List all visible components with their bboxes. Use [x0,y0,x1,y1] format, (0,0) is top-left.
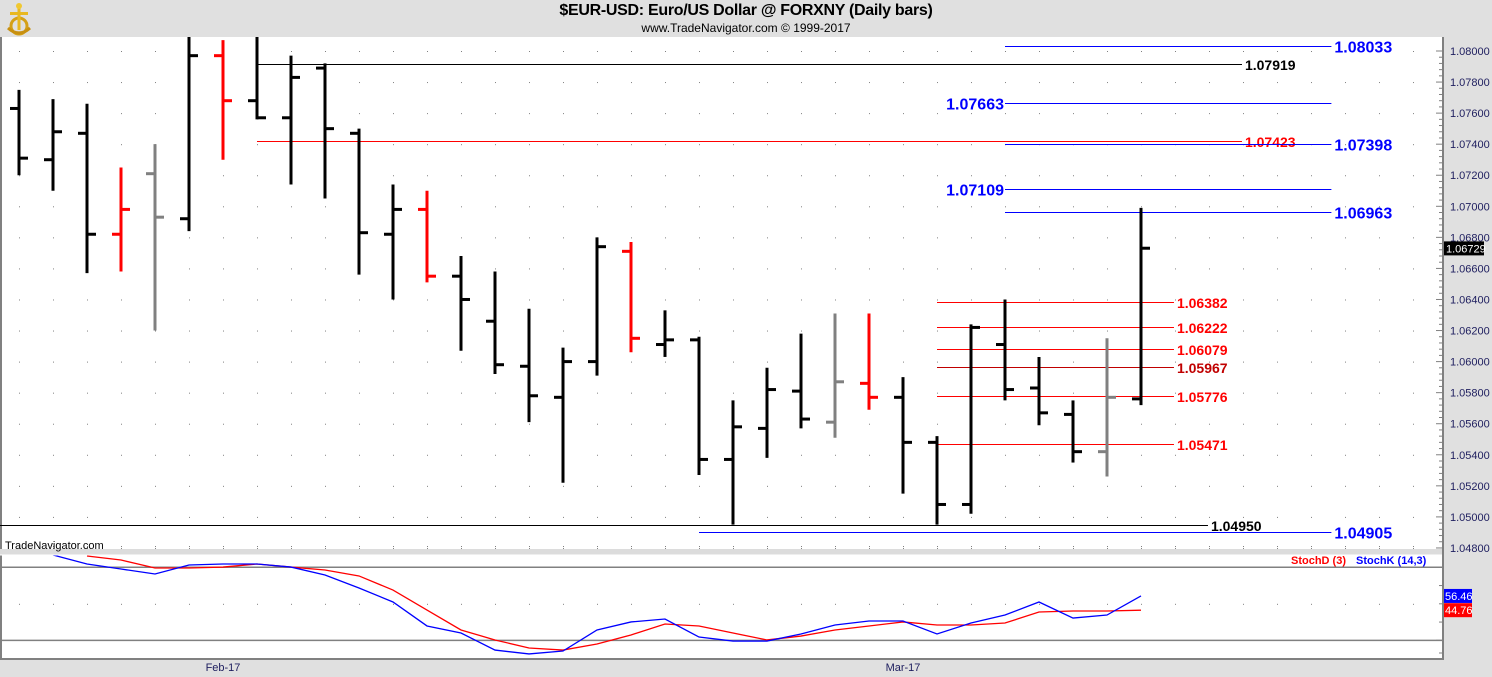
ohlc-bar[interactable] [1098,338,1116,477]
y-tick-label: 1.06400 [1450,294,1490,306]
last-price-marker [1444,241,1484,256]
chart-title: $EUR-USD: Euro/US Dollar @ FORXNY (Daily… [559,2,933,19]
ohlc-bar[interactable] [690,336,708,475]
y-tick-label: 1.07000 [1450,201,1490,213]
level-label: 1.07109 [946,183,1004,200]
last-price-label: 1.06729 [1446,243,1486,255]
chart-subtitle: www.TradeNavigator.com © 1999-2017 [641,21,851,35]
level-label: 1.07919 [1245,57,1296,73]
stoch-line-k[interactable] [52,555,1142,655]
ohlc-bar[interactable] [146,144,164,331]
level-label: 1.06382 [1177,295,1228,311]
y-tick-label: 1.06600 [1450,263,1490,275]
stochastic-plot [52,555,1142,655]
x-date-label: Mar-17 [886,662,921,674]
ohlc-bar[interactable] [554,347,572,483]
ohlc-bar[interactable] [894,377,912,494]
level-label: 1.04905 [1334,526,1392,543]
y-tick-label: 1.06000 [1450,357,1490,369]
legend-stochk: StochK (14,3) [1356,555,1427,567]
ohlc-bar[interactable] [962,324,980,514]
panel-separator[interactable] [0,549,1442,555]
ohlc-bar[interactable] [78,103,96,274]
ohlc-bar[interactable] [622,242,640,353]
stoch-value-marker [1444,588,1472,603]
ohlc-bar[interactable] [452,255,470,351]
x-date-label: Feb-17 [206,662,241,674]
ohlc-bar[interactable] [112,167,130,272]
price-plot: 1.08033 1.07919 1.07663 1.07423 1.07398 1.071… [0,35,1392,543]
ohlc-bar[interactable] [316,63,334,199]
stoch-value-label: 56.46 [1445,591,1473,603]
y-tick-label: 1.07200 [1450,170,1490,182]
y-tick-label: 1.05200 [1450,481,1490,493]
level-label: 1.06963 [1334,206,1392,223]
y-tick-label: 1.07600 [1450,108,1490,120]
ohlc-bar[interactable] [1064,400,1082,463]
stoch-value-marker [1444,603,1472,618]
ohlc-bar[interactable] [248,35,266,120]
y-tick-label: 1.05000 [1450,512,1490,524]
ohlc-bar[interactable] [486,271,504,375]
ohlc-bar[interactable] [860,313,878,410]
ohlc-bar[interactable] [520,308,538,423]
ohlc-bar[interactable] [180,35,198,232]
level-label: 1.08033 [1334,40,1392,57]
level-label: 1.07423 [1245,134,1296,150]
price-axis [1443,37,1492,677]
ohlc-bar[interactable] [588,237,606,376]
ohlc-bar[interactable] [1132,207,1150,406]
y-tick-label: 1.06200 [1450,326,1490,338]
y-tick-label: 1.06800 [1450,232,1490,244]
ohlc-bar[interactable] [384,184,402,300]
ohlc-bar[interactable] [758,367,776,458]
ohlc-bar[interactable] [10,89,28,176]
ohlc-bar[interactable] [656,310,674,357]
legend-stochd: StochD (3) [1291,555,1346,567]
level-label: 1.05776 [1177,389,1228,405]
ohlc-bar[interactable] [792,333,810,429]
level-label: 1.05471 [1177,437,1228,453]
y-tick-label: 1.07800 [1450,77,1490,89]
y-tick-label: 1.05400 [1450,450,1490,462]
level-label: 1.05967 [1177,360,1228,376]
ohlc-bar[interactable] [418,190,436,283]
ohlc-bar[interactable] [282,55,300,185]
stoch-value-label: 44.76 [1445,605,1473,617]
y-tick-label: 1.05600 [1450,419,1490,431]
ohlc-bar[interactable] [350,128,368,275]
ohlc-bar[interactable] [1030,356,1048,426]
chart-header: $EUR-USD: Euro/US Dollar @ FORXNY (Daily… [0,0,1492,37]
ohlc-bar[interactable] [996,299,1014,401]
level-label: 1.06079 [1177,342,1228,358]
ohlc-bar[interactable] [928,436,946,525]
level-label: 1.04950 [1211,518,1262,534]
ohlc-bar[interactable] [214,40,232,160]
trade-navigator-logo-icon [6,3,32,36]
ohlc-bar[interactable] [724,400,742,525]
y-tick-label: 1.05800 [1450,388,1490,400]
y-tick-label: 1.04800 [1450,543,1490,555]
stochastic-panel [0,555,1442,658]
watermark-text: TradeNavigator.com [5,540,104,552]
price-panel [0,37,1442,549]
y-tick-label: 1.07400 [1450,139,1490,151]
level-label: 1.07398 [1334,138,1392,155]
ohlc-bar[interactable] [826,313,844,438]
level-label: 1.07663 [946,97,1004,114]
y-tick-label: 1.08000 [1450,46,1490,58]
level-label: 1.06222 [1177,320,1228,336]
price-axis-ticks: 1.08000 1.07800 1.07600 1.07400 1.07200 1.070… [1436,46,1490,654]
ohlc-bar[interactable] [44,99,62,191]
